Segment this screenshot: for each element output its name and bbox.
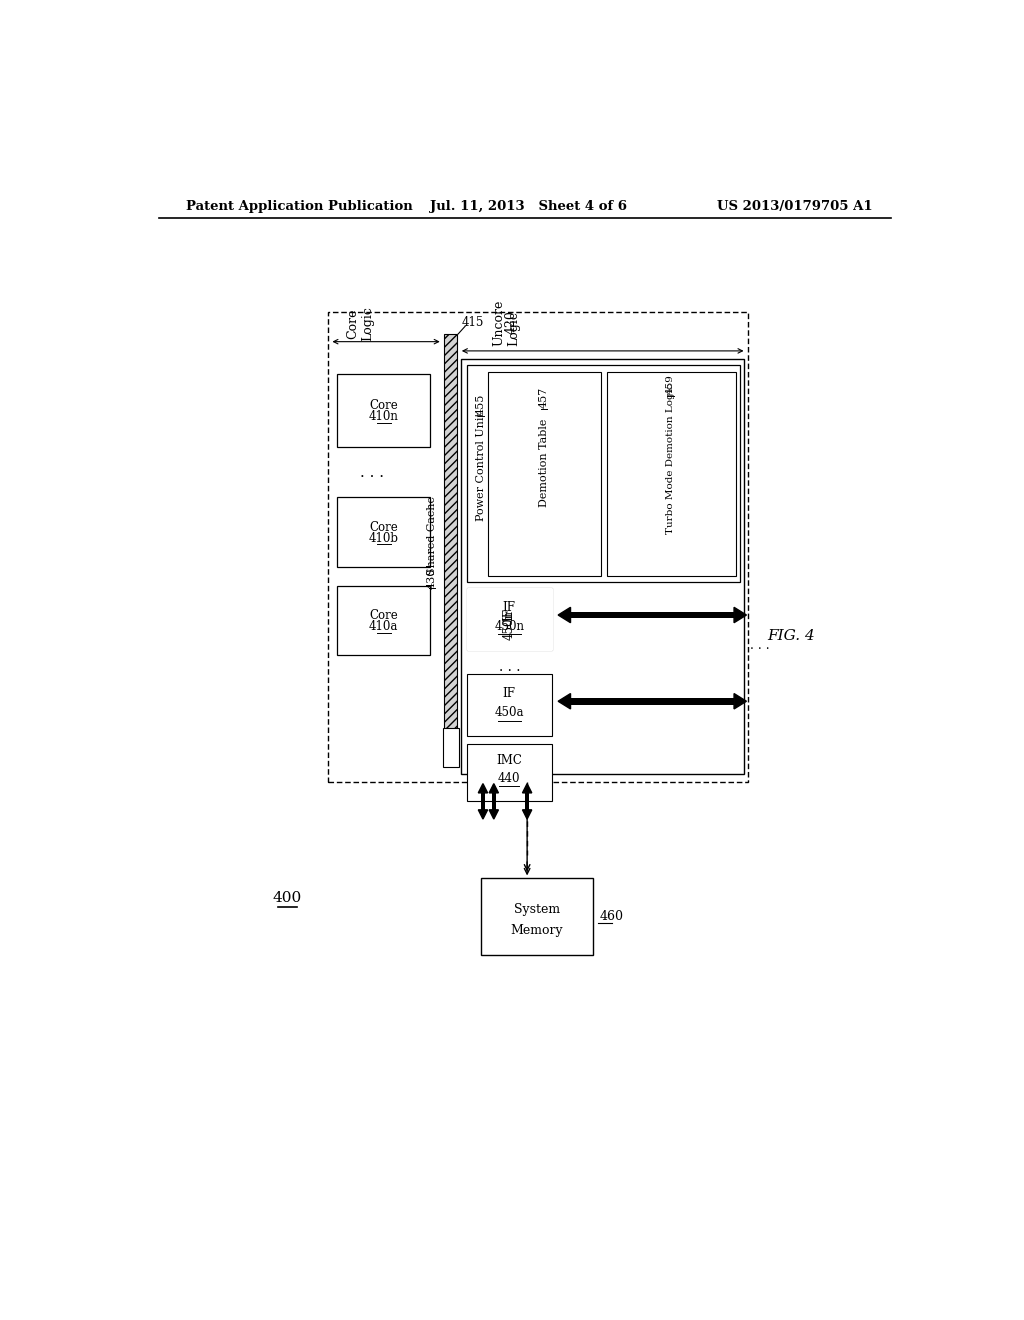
Text: IF: IF — [503, 686, 516, 700]
Text: 457: 457 — [540, 387, 549, 408]
Text: FIG. 4: FIG. 4 — [767, 628, 814, 643]
Polygon shape — [522, 784, 531, 793]
Bar — [467, 364, 740, 582]
Text: Uncore
Logic: Uncore Logic — [493, 300, 520, 346]
Polygon shape — [478, 810, 487, 818]
Text: 410b: 410b — [369, 532, 398, 545]
Text: Core: Core — [370, 400, 398, 412]
Text: 450n: 450n — [495, 620, 524, 634]
Text: 450n: 450n — [503, 610, 516, 640]
Bar — [467, 589, 552, 649]
Text: US 2013/0179705 A1: US 2013/0179705 A1 — [717, 199, 872, 213]
Text: 440: 440 — [498, 772, 520, 785]
Polygon shape — [558, 607, 570, 623]
Text: Turbo Mode Demotion Logic: Turbo Mode Demotion Logic — [666, 383, 675, 535]
Bar — [607, 372, 736, 576]
Text: . . .: . . . — [499, 660, 520, 673]
Text: 430: 430 — [427, 568, 437, 589]
Text: Patent Application Publication: Patent Application Publication — [186, 199, 413, 213]
Text: Shared Cache: Shared Cache — [427, 496, 437, 576]
Text: 410a: 410a — [369, 620, 398, 634]
Text: 455: 455 — [475, 395, 485, 416]
Text: Core
Logic: Core Logic — [346, 306, 375, 342]
Bar — [442, 729, 459, 767]
Text: 459: 459 — [666, 374, 675, 393]
Bar — [337, 374, 430, 447]
Text: IF: IF — [503, 601, 516, 614]
Bar — [461, 359, 744, 775]
Bar — [467, 675, 552, 737]
Text: 410n: 410n — [369, 411, 398, 424]
Bar — [525, 793, 529, 810]
Polygon shape — [734, 607, 746, 623]
Polygon shape — [489, 784, 499, 793]
Text: Core: Core — [370, 610, 398, 622]
Text: IMC: IMC — [497, 754, 522, 767]
Text: Demotion Table: Demotion Table — [540, 418, 549, 507]
Bar — [337, 498, 430, 566]
Bar — [481, 793, 485, 810]
Bar — [492, 793, 496, 810]
Bar — [337, 586, 430, 655]
Text: 460: 460 — [599, 911, 624, 924]
Text: IF: IF — [503, 607, 516, 620]
Polygon shape — [558, 693, 570, 709]
Text: . . .: . . . — [360, 466, 384, 479]
Text: System: System — [514, 903, 560, 916]
Polygon shape — [734, 693, 746, 709]
Text: Jul. 11, 2013   Sheet 4 of 6: Jul. 11, 2013 Sheet 4 of 6 — [430, 199, 628, 213]
Bar — [328, 313, 748, 781]
Text: . . .: . . . — [750, 639, 769, 652]
Bar — [480, 878, 593, 956]
Polygon shape — [478, 784, 487, 793]
Polygon shape — [489, 810, 499, 818]
Text: Power Control Unit: Power Control Unit — [475, 412, 485, 521]
Bar — [467, 743, 552, 801]
Text: 450a: 450a — [495, 706, 524, 719]
Text: 400: 400 — [272, 891, 301, 904]
Text: 415: 415 — [461, 315, 483, 329]
Text: Core: Core — [370, 520, 398, 533]
Bar — [570, 611, 734, 619]
Polygon shape — [522, 810, 531, 818]
Text: 420: 420 — [505, 310, 518, 334]
Bar — [467, 589, 552, 649]
Bar — [570, 698, 734, 705]
Bar — [444, 334, 458, 739]
Text: Memory: Memory — [511, 924, 563, 937]
Bar — [488, 372, 601, 576]
